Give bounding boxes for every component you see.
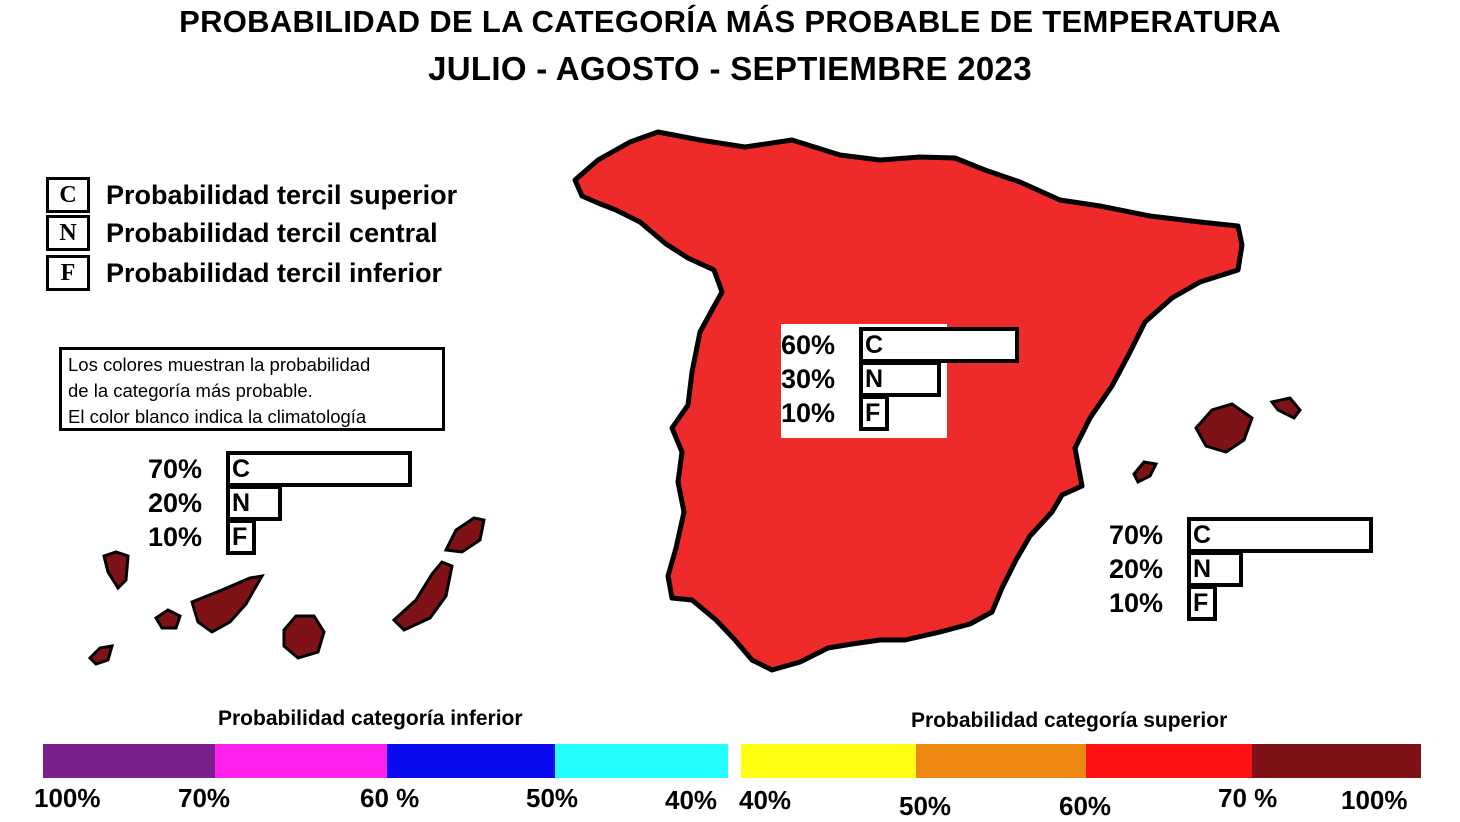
gran-canaria-island: [282, 614, 326, 660]
peninsula-bar-n: N: [859, 361, 941, 397]
tick-superior-1: 40%: [739, 785, 792, 815]
peninsula-row-c: 60% C: [781, 327, 1019, 363]
baleares-row-c: 70% C: [1109, 517, 1373, 553]
canarias-bar-f: F: [226, 519, 256, 555]
el-hierro-island: [87, 644, 115, 666]
colorbar-inferior-seg-3: [387, 744, 555, 778]
lanzarote-island: [443, 516, 486, 554]
peninsula-pct-n: 30%: [781, 363, 836, 394]
peninsula-pct-f: 10%: [781, 397, 836, 428]
fuerteventura-island: [391, 560, 454, 632]
mallorca-island: [1194, 402, 1254, 454]
la-palma-island: [102, 550, 130, 591]
colorbar-inferior-seg-4: [555, 744, 728, 778]
colorbar-superior-seg-2: [916, 744, 1086, 778]
canarias-pct-n: 20%: [148, 487, 203, 518]
colorbar-superior-seg-1: [741, 744, 916, 778]
map-title: PROBABILIDAD DE LA CATEGORÍA MÁS PROBABL…: [179, 4, 1281, 39]
canarias-bar-c: C: [226, 451, 412, 487]
baleares-pct-f: 10%: [1109, 587, 1164, 618]
tick-inferior-4: 50%: [526, 783, 579, 813]
peninsula-bar-f: F: [859, 395, 889, 431]
note-line-3: El color blanco indica la climatología: [68, 406, 367, 427]
legend-box-c: C: [46, 177, 90, 213]
ibiza-island: [1132, 460, 1159, 485]
tick-inferior-2: 70%: [178, 783, 231, 813]
legend-row-f: F Probabilidad tercil inferior: [46, 254, 442, 292]
peninsula-pct-c: 60%: [781, 329, 836, 360]
canarias-row-f: 10% F: [148, 519, 256, 555]
baleares-pct-n: 20%: [1109, 553, 1164, 584]
baleares-row-n: 20% N: [1109, 551, 1243, 587]
legend-text-f: Probabilidad tercil inferior: [106, 257, 443, 288]
baleares-bar-c: C: [1187, 517, 1373, 553]
map-subtitle: JULIO - AGOSTO - SEPTIEMBRE 2023: [428, 50, 1032, 87]
note-line-1: Los colores muestran la probabilidad: [68, 354, 371, 375]
canarias-bar-n: N: [226, 485, 282, 521]
colorbar-inferior: [43, 744, 728, 778]
canarias-pct-f: 10%: [148, 521, 203, 552]
colorbar-inferior-label: Probabilidad categoría inferior: [218, 707, 523, 730]
canarias-pct-c: 70%: [148, 453, 203, 484]
colorbar-superior-seg-3: [1086, 744, 1252, 778]
explanation-note: Los colores muestran la probabilidad de …: [59, 347, 445, 431]
tick-superior-2: 50%: [899, 791, 952, 821]
colorbar-inferior-seg-2: [215, 744, 387, 778]
menorca-island: [1269, 396, 1302, 420]
peninsula-bar-c: C: [859, 327, 1019, 363]
canarias-probability-panel: 70% C 20% N 10% F: [148, 450, 418, 560]
tenerife-island: [190, 574, 265, 634]
colorbar-superior-seg-4: [1252, 744, 1421, 778]
note-line-2: de la categoría más probable.: [68, 380, 313, 401]
legend-text-c: Probabilidad tercil superior: [106, 179, 458, 210]
peninsula-probability-panel: 60% C 30% N 10% F: [781, 324, 1019, 438]
tick-superior-5: 100%: [1341, 785, 1408, 815]
colorbar-superior: [741, 744, 1421, 778]
tick-inferior-3: 60 %: [360, 783, 420, 813]
legend-row-n: N Probabilidad tercil central: [46, 214, 438, 252]
legend-row-c: C Probabilidad tercil superior: [46, 176, 457, 214]
colorbar-superior-label: Probabilidad categoría superior: [911, 709, 1228, 732]
la-gomera-island: [153, 608, 182, 630]
baleares-bar-f: F: [1187, 585, 1217, 621]
baleares-bar-n: N: [1187, 551, 1243, 587]
canarias-row-n: 20% N: [148, 485, 282, 521]
tick-inferior-1: 100%: [34, 783, 101, 813]
tick-superior-4: 70 %: [1218, 783, 1278, 813]
legend-box-n: N: [46, 215, 90, 251]
canarias-row-c: 70% C: [148, 451, 412, 487]
legend-box-f: F: [46, 255, 90, 291]
peninsula-row-n: 30% N: [781, 361, 941, 397]
baleares-row-f: 10% F: [1109, 585, 1217, 621]
tick-superior-3: 60%: [1059, 791, 1112, 821]
peninsula-row-f: 10% F: [781, 395, 889, 431]
tick-inferior-5: 40%: [665, 785, 718, 815]
colorbar-inferior-seg-1: [43, 744, 215, 778]
legend-text-n: Probabilidad tercil central: [106, 217, 438, 248]
baleares-probability-panel: 70% C 20% N 10% F: [1109, 516, 1379, 626]
baleares-pct-c: 70%: [1109, 519, 1164, 550]
